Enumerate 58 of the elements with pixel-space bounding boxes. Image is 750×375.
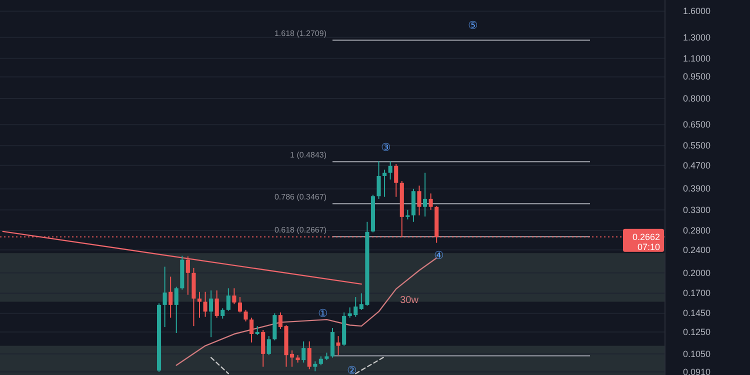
candlestick [209,290,214,338]
candlestick [428,192,433,210]
candlestick [313,360,318,372]
candlestick [388,160,392,180]
annotation: ④ [434,250,444,262]
candlestick [423,172,428,218]
candlestick [232,288,236,305]
y-tick-label: 0.9500 [683,72,711,82]
candlestick [376,160,381,200]
y-tick-label: 0.1450 [683,308,711,318]
candlestick [417,185,422,216]
candlestick [394,164,398,198]
candlestick [250,317,254,343]
candlestick [406,209,410,220]
series-label: 30w [400,294,420,306]
y-tick-label: 0.8000 [683,93,711,104]
ref-line-label: 0.786 (0.3467) [274,192,327,202]
candlestick [336,336,340,356]
candlestick [382,169,387,198]
candlestick [186,256,190,296]
y-tick-label: 0.3300 [683,204,711,215]
candlestick [238,296,242,313]
annotation: 07:10 [637,242,660,252]
annotation: ② [347,365,357,375]
annotation: ① [318,308,328,320]
y-tick-label: 0.0910 [683,366,711,375]
candlestick [197,291,202,318]
candlestick [244,309,248,322]
candlestick [220,308,225,320]
ref-line-label: 1.618 (1.2709) [274,29,327,38]
y-tick-label: 0.2800 [683,225,711,236]
annotation: ⑤ [468,20,478,32]
y-tick-label: 0.2000 [683,268,711,278]
y-tick-label: 1.3000 [683,32,711,42]
y-tick-label: 0.3900 [683,184,711,194]
y-tick-label: 1.1000 [683,53,711,64]
candlestick [214,290,219,318]
y-tick-label: 0.4700 [683,160,711,170]
candlestick [302,340,306,364]
y-tick-label: 0.6500 [683,119,711,130]
candlestick [203,291,208,318]
candlestick [226,288,230,312]
candlestick [307,340,312,370]
ref-line-label: 0.2662 [632,232,660,242]
candlestick [162,266,167,328]
candlestick [266,336,271,356]
ref-line-label: 1 (0.4843) [290,150,327,160]
y-tick-label: 0.2400 [683,244,711,255]
candlestick [168,276,173,318]
ref-line-label: 0.618 (0.2667) [274,226,327,235]
y-tick-label: 1.6000 [683,6,711,16]
y-tick-label: 0.1050 [683,348,711,359]
y-tick-label: 0.1700 [683,288,711,298]
candlestick [174,286,178,334]
y-tick-label: 0.5500 [683,140,711,150]
candlestick [261,329,266,368]
annotation: ③ [381,142,391,154]
y-tick-label: 0.1250 [683,326,711,337]
